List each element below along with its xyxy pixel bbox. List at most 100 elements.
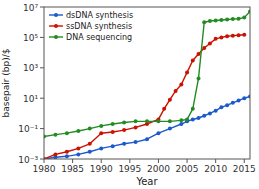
point (65, 154, 69, 158)
point (208, 19, 212, 23)
point (214, 109, 218, 113)
point (179, 118, 183, 122)
point (168, 98, 172, 102)
point (179, 122, 183, 126)
point (65, 150, 69, 154)
point (237, 17, 241, 21)
point (111, 130, 115, 134)
chart: 1980 1985 1990 1995 2000 2005 2010 2015 10⁻³ 10⁻¹… (0, 0, 259, 189)
point (202, 114, 206, 118)
point (214, 37, 218, 41)
point (191, 117, 195, 121)
point (111, 144, 115, 148)
point (231, 34, 235, 38)
point (185, 70, 189, 74)
x-tick-label: 2000 (147, 164, 170, 174)
series-line (44, 12, 250, 137)
y-tick (40, 7, 44, 8)
point (231, 17, 235, 21)
series (44, 33, 246, 159)
point (208, 41, 212, 45)
point (214, 18, 218, 22)
x-tick-label: 1990 (90, 164, 113, 174)
point (99, 146, 103, 150)
point (65, 131, 69, 135)
point (162, 107, 166, 111)
x-tick-label: 1985 (61, 164, 84, 174)
point (197, 116, 201, 120)
y-tick-label: 10⁻¹ (18, 124, 38, 134)
point (76, 129, 80, 133)
y-axis-label: basepair (bp)/$ (1, 49, 11, 118)
point (76, 152, 80, 156)
point (179, 82, 183, 86)
x-tick-label: 1995 (118, 164, 141, 174)
point (53, 133, 57, 137)
point (134, 140, 138, 144)
point (219, 35, 223, 39)
point (242, 16, 246, 20)
x-tick (101, 159, 102, 163)
y-tick-label: 10⁷ (23, 3, 38, 13)
axes: 1980 1985 1990 1995 2000 2005 2010 2015 10⁻³ 10⁻¹… (18, 3, 256, 175)
legend-marker (54, 24, 58, 28)
y-tick (40, 128, 44, 129)
point (225, 103, 229, 107)
point (237, 99, 241, 103)
y-tick-label: 10⁵ (23, 33, 38, 43)
point (174, 89, 178, 93)
x-tick (187, 159, 188, 163)
x-axis-label: Year (135, 176, 158, 187)
legend-label: dsDNA synthesis (66, 11, 133, 20)
point (231, 101, 235, 105)
point (99, 124, 103, 128)
point (225, 34, 229, 38)
series (44, 10, 250, 139)
plot-frame (44, 7, 250, 159)
series-line (44, 35, 244, 159)
point (208, 111, 212, 115)
point (88, 142, 92, 146)
y-tick (40, 98, 44, 99)
point (88, 150, 92, 154)
point (202, 20, 206, 24)
point (219, 18, 223, 22)
point (122, 121, 126, 125)
x-tick-label: 2015 (233, 164, 256, 174)
y-tick (40, 159, 44, 160)
point (191, 59, 195, 63)
point (122, 142, 126, 146)
y-tick (40, 37, 44, 38)
point (168, 119, 172, 123)
legend-marker (54, 35, 58, 39)
point (111, 122, 115, 126)
point (76, 146, 80, 150)
x-tick (129, 159, 130, 163)
point (134, 125, 138, 129)
x-tick (72, 159, 73, 163)
legend: dsDNA synthesis ssDNA synthesis DNA sequen… (49, 11, 133, 42)
point (202, 46, 206, 50)
point (88, 127, 92, 131)
point (242, 96, 246, 100)
y-tick-label: 10⁻³ (18, 155, 38, 165)
y-tick (40, 67, 44, 68)
x-tick-label: 2010 (204, 164, 227, 174)
point (197, 52, 201, 56)
point (242, 33, 246, 37)
legend-label: ssDNA synthesis (66, 22, 132, 31)
point (145, 119, 149, 123)
x-tick-label: 2005 (176, 164, 199, 174)
point (145, 137, 149, 141)
x-tick-label: 1980 (33, 164, 56, 174)
y-tick-label: 10¹ (23, 94, 38, 104)
legend-label: DNA sequencing (66, 33, 132, 42)
point (237, 33, 241, 37)
point (99, 131, 103, 135)
point (197, 76, 201, 80)
point (219, 105, 223, 109)
x-tick (158, 159, 159, 163)
legend-marker (54, 13, 58, 17)
point (191, 107, 195, 111)
point (185, 117, 189, 121)
